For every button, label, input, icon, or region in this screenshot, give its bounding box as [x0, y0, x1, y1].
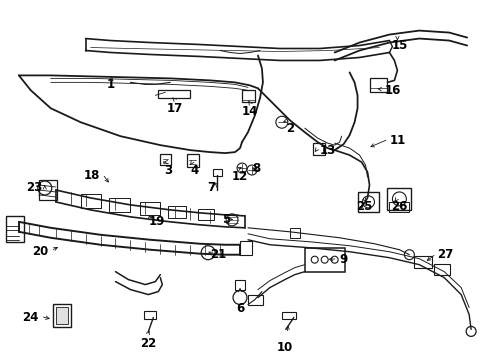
Text: 13: 13	[319, 144, 335, 157]
Bar	[144, 311, 156, 319]
Bar	[140, 202, 160, 215]
Text: 11: 11	[388, 134, 405, 147]
Bar	[240, 241, 251, 255]
Bar	[289, 228, 299, 238]
Text: 27: 27	[436, 248, 452, 261]
Text: 25: 25	[356, 200, 372, 213]
Bar	[56, 306, 67, 324]
Bar	[187, 154, 199, 167]
Text: 16: 16	[384, 84, 400, 97]
Bar	[433, 264, 449, 275]
Bar	[235, 280, 244, 289]
Bar	[81, 194, 101, 208]
Bar	[281, 312, 295, 319]
Text: 3: 3	[164, 164, 172, 177]
Text: 17: 17	[167, 102, 183, 115]
Bar	[357, 192, 379, 212]
Text: 7: 7	[206, 181, 215, 194]
Bar	[158, 90, 190, 98]
Bar	[168, 206, 186, 218]
Bar	[413, 256, 431, 268]
Text: 15: 15	[390, 39, 407, 51]
Text: 14: 14	[241, 105, 258, 118]
Bar	[6, 216, 24, 242]
Bar	[369, 78, 386, 92]
Text: 5: 5	[222, 213, 229, 226]
Text: 12: 12	[231, 170, 247, 183]
Bar	[386, 188, 410, 210]
Text: 20: 20	[32, 245, 49, 258]
Text: 18: 18	[84, 168, 101, 181]
Text: 19: 19	[148, 215, 164, 228]
Text: 23: 23	[26, 181, 42, 194]
Text: 9: 9	[339, 253, 347, 266]
Bar	[108, 198, 130, 212]
Text: 24: 24	[22, 311, 39, 324]
Text: 1: 1	[106, 78, 114, 91]
Bar	[53, 303, 71, 328]
Text: 10: 10	[276, 341, 292, 354]
Text: 6: 6	[235, 302, 244, 315]
Bar	[304, 248, 344, 272]
Text: 8: 8	[251, 162, 260, 175]
Bar	[388, 202, 408, 212]
Text: 21: 21	[210, 248, 226, 261]
Bar	[312, 143, 324, 155]
Bar	[213, 169, 222, 176]
Text: 26: 26	[390, 200, 407, 213]
Bar	[247, 294, 263, 305]
Bar	[160, 154, 171, 165]
Text: 2: 2	[285, 122, 293, 135]
Bar	[198, 209, 214, 220]
Text: 4: 4	[190, 164, 198, 177]
Bar	[39, 180, 57, 200]
Text: 22: 22	[140, 337, 156, 350]
Bar	[242, 90, 254, 102]
